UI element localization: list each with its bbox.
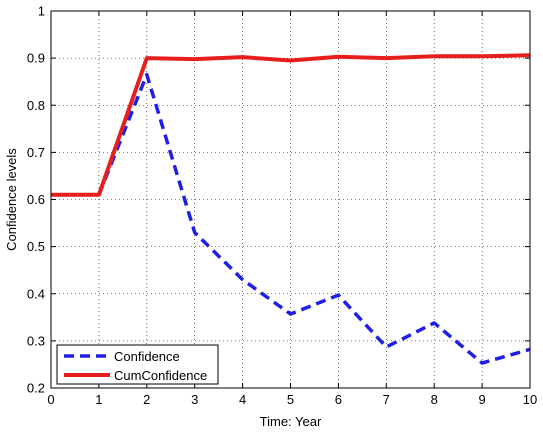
tick-labels: 0 1 2 3 4 5 6 7 8 9 10 0.2 0.3 0.4 0.5 0.6 0.7 0.8 0.9 1: [27, 4, 537, 408]
y-tick-label: 0.2: [27, 381, 45, 396]
y-tick-label: 0.4: [27, 286, 45, 301]
y-tick-label: 0.5: [27, 239, 45, 254]
y-tick-label: 0.3: [27, 333, 45, 348]
x-tick-label: 2: [143, 392, 150, 407]
legend-label-confidence: Confidence: [114, 349, 180, 364]
series-lines: [51, 53, 531, 365]
y-tick-label: 0.6: [27, 192, 45, 207]
series-line-confidence: [51, 72, 531, 365]
legend-box: [56, 344, 219, 385]
y-axis-title: Confidence levels: [4, 148, 19, 251]
x-tick-label: 0: [47, 392, 54, 407]
x-tick-label: 6: [335, 392, 342, 407]
x-tick-label: 9: [478, 392, 485, 407]
x-tick-label: 5: [287, 392, 294, 407]
x-tick-label: 7: [383, 392, 390, 407]
y-tick-label: 0.7: [27, 145, 45, 160]
legend: Confidence CumConfidence: [56, 344, 219, 385]
x-tick-label: 8: [431, 392, 438, 407]
x-axis-title: Time: Year: [260, 414, 322, 429]
series-line-cumconfidence: [51, 53, 531, 197]
x-tick-label: 3: [191, 392, 198, 407]
axis-ticks: [50, 10, 531, 389]
legend-label-cumconfidence: CumConfidence: [114, 368, 207, 383]
x-tick-label: 10: [523, 392, 537, 407]
y-tick-label: 1: [38, 4, 45, 19]
y-tick-label: 0.8: [27, 98, 45, 113]
y-tick-label: 0.9: [27, 51, 45, 66]
x-tick-label: 4: [239, 392, 246, 407]
grid-lines: [51, 11, 530, 388]
x-tick-label: 1: [95, 392, 102, 407]
